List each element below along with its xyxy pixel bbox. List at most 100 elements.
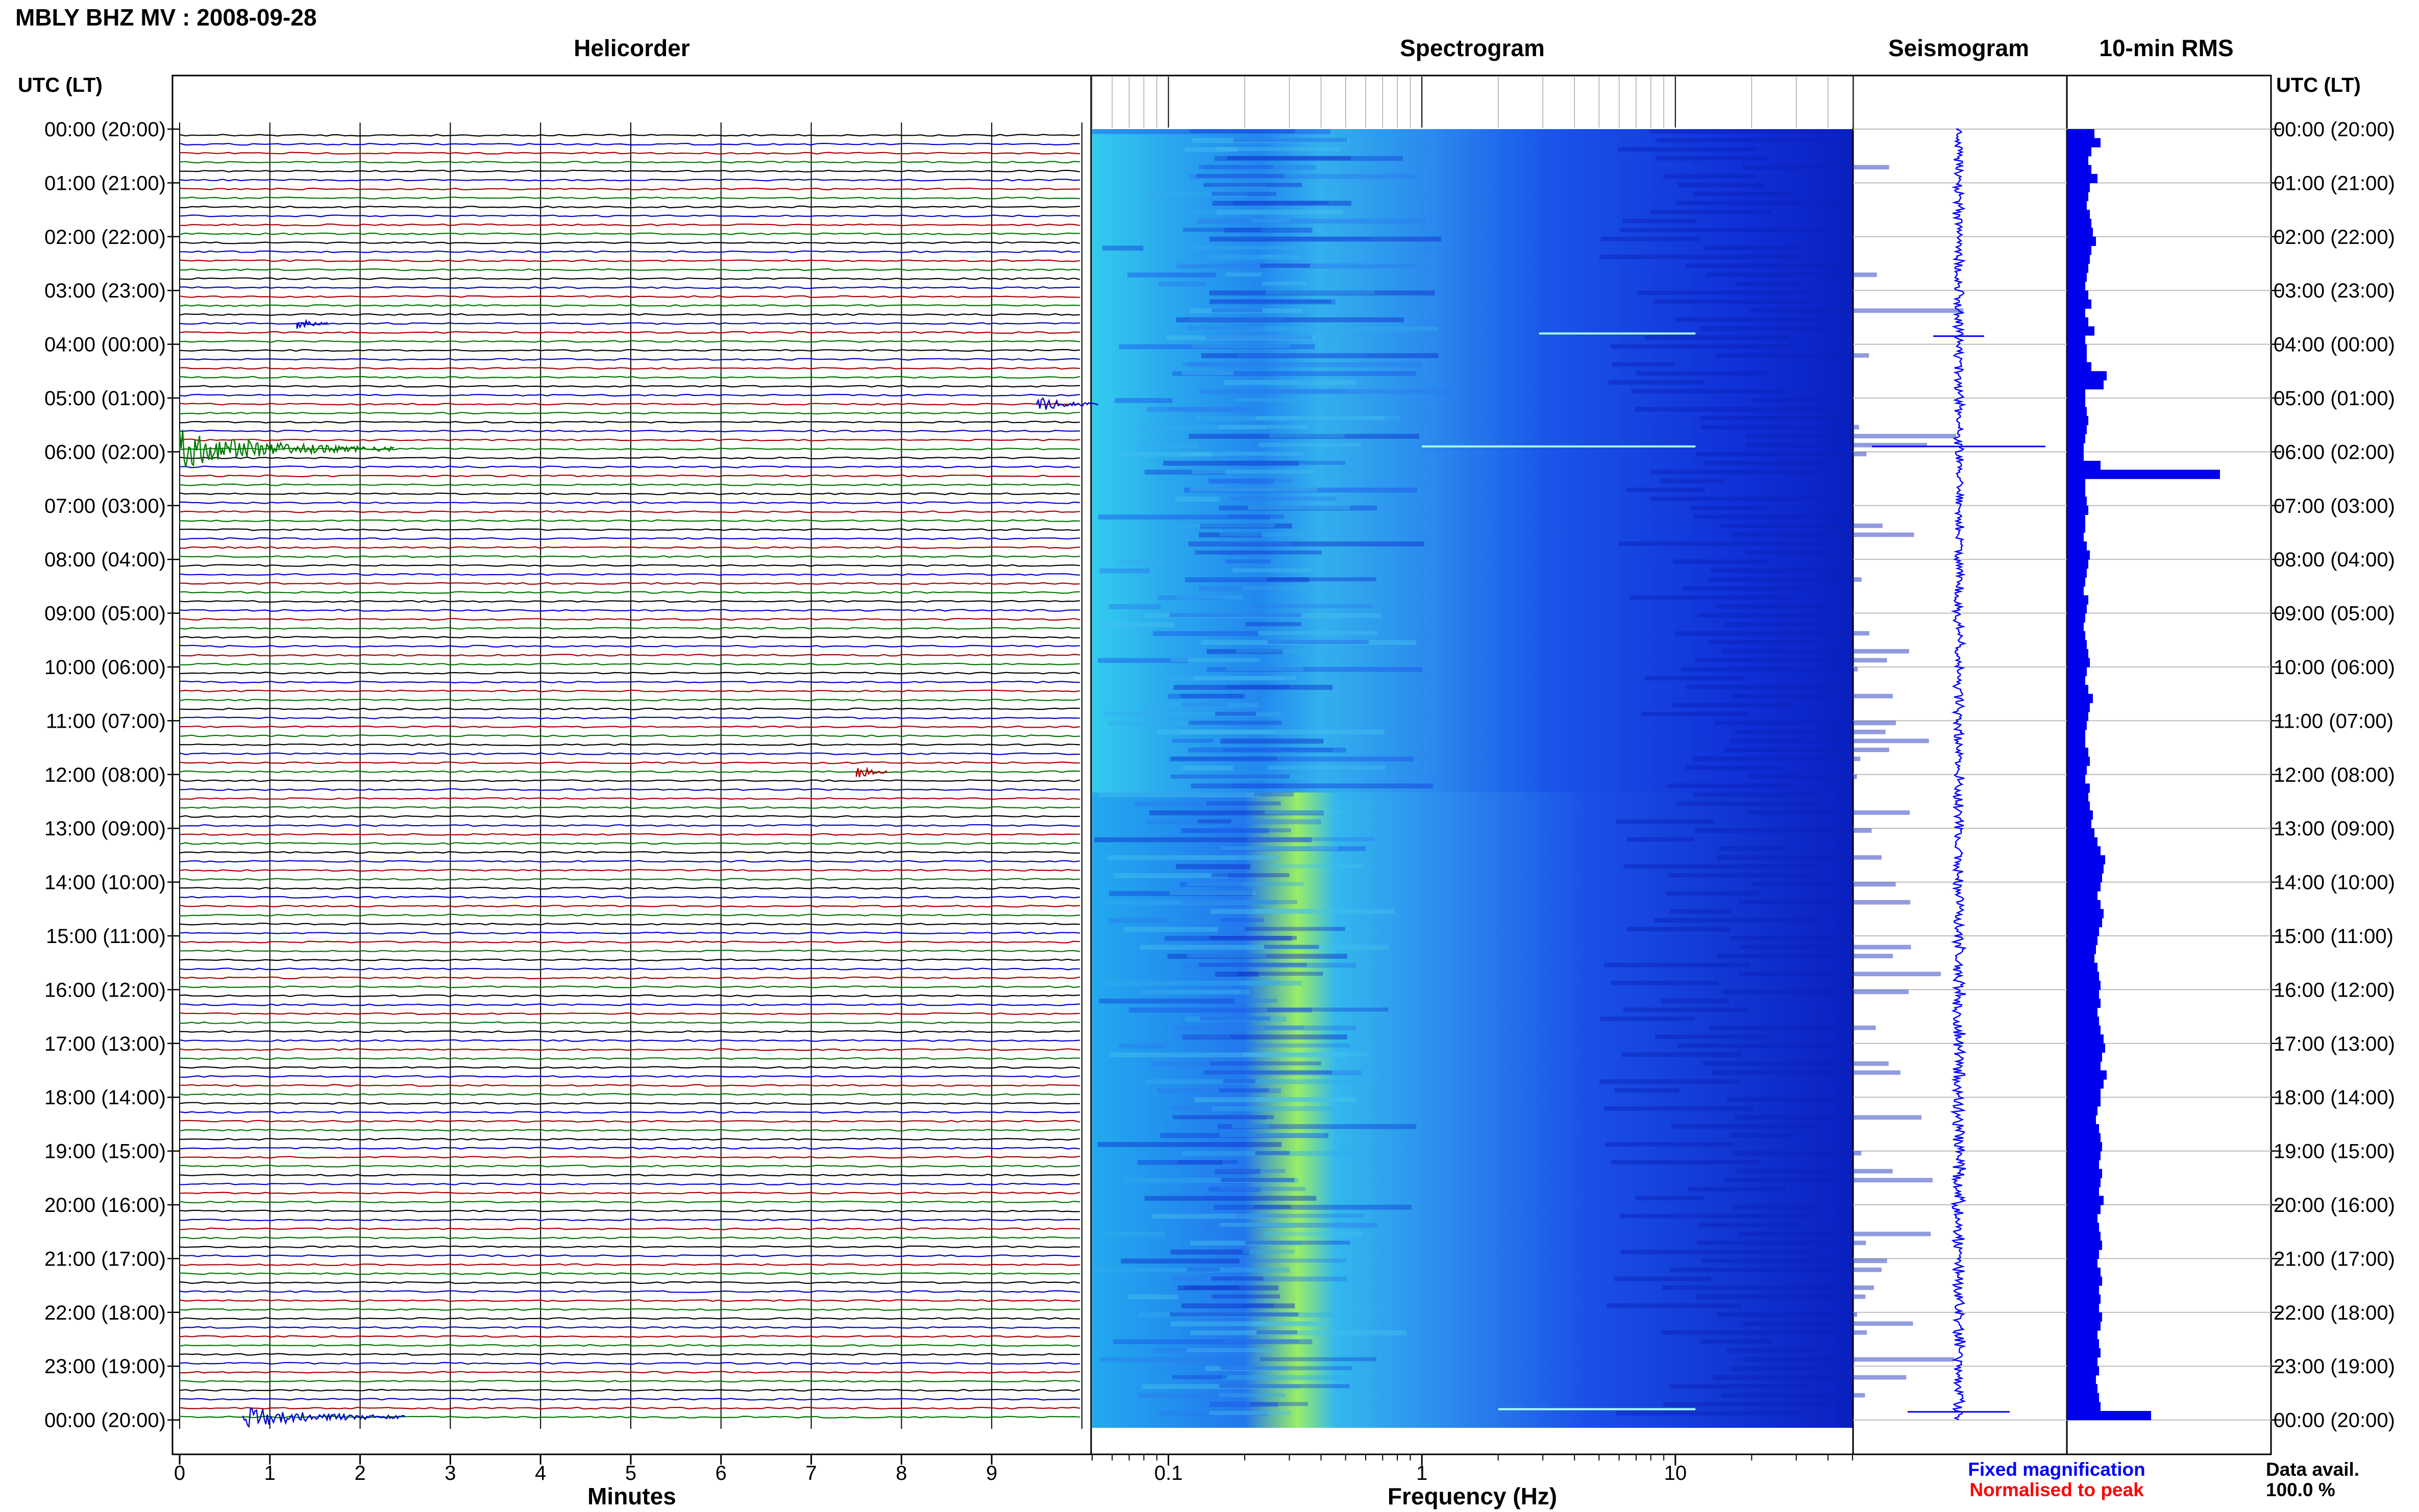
helicorder-trace bbox=[179, 896, 1080, 899]
spectrogram-stripe bbox=[1743, 1321, 1913, 1326]
rms-bar bbox=[2067, 1321, 2101, 1331]
rms-bar bbox=[2067, 568, 2087, 578]
spectrogram-stripe bbox=[1253, 604, 1373, 608]
spectrogram-stripe bbox=[1649, 129, 1826, 134]
rms-frame bbox=[2066, 75, 2272, 1455]
spectrogram-stripe bbox=[1216, 147, 1341, 152]
rms-bar bbox=[2067, 945, 2096, 954]
time-label-left: 14:00 (10:00) bbox=[44, 872, 166, 894]
rms-bar bbox=[2067, 640, 2087, 650]
rms-bar bbox=[2067, 353, 2087, 363]
spectrogram-stripe bbox=[1166, 335, 1316, 340]
spectrogram-stripe bbox=[1649, 497, 1821, 502]
spectrogram-stripe bbox=[1733, 1205, 1815, 1209]
spectrogram-stripe bbox=[1623, 1007, 1749, 1012]
rms-bars bbox=[2067, 129, 2220, 1421]
spectrogram-stripe bbox=[1619, 1213, 1813, 1219]
time-label-left: 09:00 (05:00) bbox=[44, 603, 166, 625]
spectrogram-stripe bbox=[1267, 1007, 1389, 1012]
helicorder-trace bbox=[179, 582, 1080, 585]
spectrogram-stripe bbox=[1119, 452, 1212, 457]
spectrogram-stripe bbox=[1190, 487, 1318, 492]
rms-bar bbox=[2067, 1223, 2099, 1232]
spectrogram-stripe bbox=[1233, 998, 1278, 1003]
helicorder-trace bbox=[179, 510, 1080, 513]
rms-bar bbox=[2067, 846, 2101, 856]
spectrogram-stripe bbox=[1176, 864, 1251, 870]
spectrogram-stripe bbox=[1224, 380, 1355, 385]
spectrogram-stripe bbox=[1669, 1267, 1882, 1272]
rms-bar bbox=[2067, 1196, 2104, 1205]
spectrogram-stripe bbox=[1145, 613, 1381, 618]
spectrogram-stripe bbox=[1266, 290, 1375, 295]
helicorder-trace bbox=[179, 340, 1080, 343]
spectrogram-stripe bbox=[1649, 210, 1771, 214]
minute-tick-label: 0 bbox=[174, 1462, 185, 1484]
rms-bar bbox=[2067, 326, 2094, 336]
spectrogram-stripe bbox=[1240, 980, 1280, 985]
rms-bar bbox=[2067, 263, 2088, 273]
spectrogram-stripe bbox=[1252, 218, 1291, 223]
minute-tick-label: 4 bbox=[535, 1462, 546, 1484]
helicorder-trace bbox=[179, 645, 1080, 648]
spectrogram-stripe bbox=[1749, 810, 1910, 815]
spectrogram-stripe bbox=[1715, 353, 1869, 358]
rms-bar bbox=[2067, 416, 2088, 426]
spectrogram-stripe bbox=[1182, 765, 1233, 771]
spectrogram-stripe bbox=[1599, 1079, 1740, 1084]
rms-bar bbox=[2067, 756, 2090, 766]
spectrogram-stripe bbox=[1203, 165, 1316, 170]
spectrogram-stripe bbox=[1618, 147, 1758, 152]
spectrogram-stripe bbox=[1270, 864, 1364, 869]
time-label-left: 23:00 (19:00) bbox=[44, 1355, 166, 1378]
spectrogram-stripe bbox=[1693, 756, 1861, 761]
spectrogram-stripe bbox=[1242, 586, 1340, 590]
rms-bar bbox=[2067, 765, 2087, 775]
spectrogram-stripe bbox=[1177, 1160, 1238, 1164]
helicorder-trace bbox=[179, 1093, 1080, 1096]
rms-bar bbox=[2067, 1097, 2101, 1107]
spectrogram-stripe bbox=[1184, 147, 1238, 152]
spectrogram-stripe bbox=[1620, 228, 1823, 233]
spectrogram-stripe bbox=[1675, 631, 1869, 636]
spectrogram-image bbox=[1092, 129, 1853, 792]
spectrogram-stripe bbox=[1724, 1178, 1933, 1183]
rms-bar bbox=[2067, 1249, 2099, 1259]
helicorder-trace bbox=[179, 573, 1080, 576]
spectrogram-stripe bbox=[1742, 165, 1889, 170]
spectrogram-stripe bbox=[1175, 774, 1339, 780]
spectrogram-stripe bbox=[1153, 1348, 1216, 1353]
helicorder-trace bbox=[179, 241, 1080, 244]
spectrogram-stripe bbox=[1611, 1160, 1759, 1164]
rms-bar bbox=[2067, 1312, 2102, 1322]
helicorder-trace bbox=[179, 250, 1080, 254]
spectrogram-stripe bbox=[1672, 559, 1769, 564]
helicorder-trace bbox=[179, 1299, 1080, 1302]
spectrogram-stripe bbox=[1751, 882, 1896, 887]
minute-tick-label: 9 bbox=[986, 1462, 997, 1484]
spectrogram-stripe bbox=[1113, 1339, 1313, 1345]
spectrogram-stripe bbox=[1263, 389, 1346, 393]
helicorder-trace bbox=[179, 1227, 1080, 1230]
minute-tick-label: 3 bbox=[445, 1462, 456, 1484]
spectrogram-stripe bbox=[1690, 505, 1767, 510]
spectrogram-stripe bbox=[1732, 532, 1914, 537]
spectrogram-stripe bbox=[1108, 604, 1161, 609]
spectrogram-stripe bbox=[1614, 1088, 1680, 1093]
spectrogram-stripe bbox=[1149, 810, 1324, 815]
spectrogram-stripe bbox=[1207, 667, 1422, 672]
spectrogram-stripe bbox=[1265, 810, 1343, 814]
spectrogram-stripe bbox=[1184, 487, 1418, 493]
spectrogram-stripe bbox=[1208, 1186, 1261, 1192]
spectrogram-stripe bbox=[1267, 640, 1369, 645]
helicorder-trace bbox=[179, 1361, 1080, 1365]
spectrogram-stripe bbox=[1182, 828, 1291, 833]
spectrogram-stripe bbox=[1219, 532, 1335, 537]
time-label-left: 01:00 (21:00) bbox=[44, 172, 166, 194]
rms-bar bbox=[2067, 1088, 2101, 1098]
rms-bar bbox=[2067, 1330, 2097, 1340]
spectrogram-stripe bbox=[1205, 1366, 1287, 1371]
rms-bar bbox=[2067, 335, 2085, 345]
spectrogram-stripe bbox=[1254, 792, 1294, 797]
spectrogram-stripe bbox=[1248, 505, 1350, 510]
